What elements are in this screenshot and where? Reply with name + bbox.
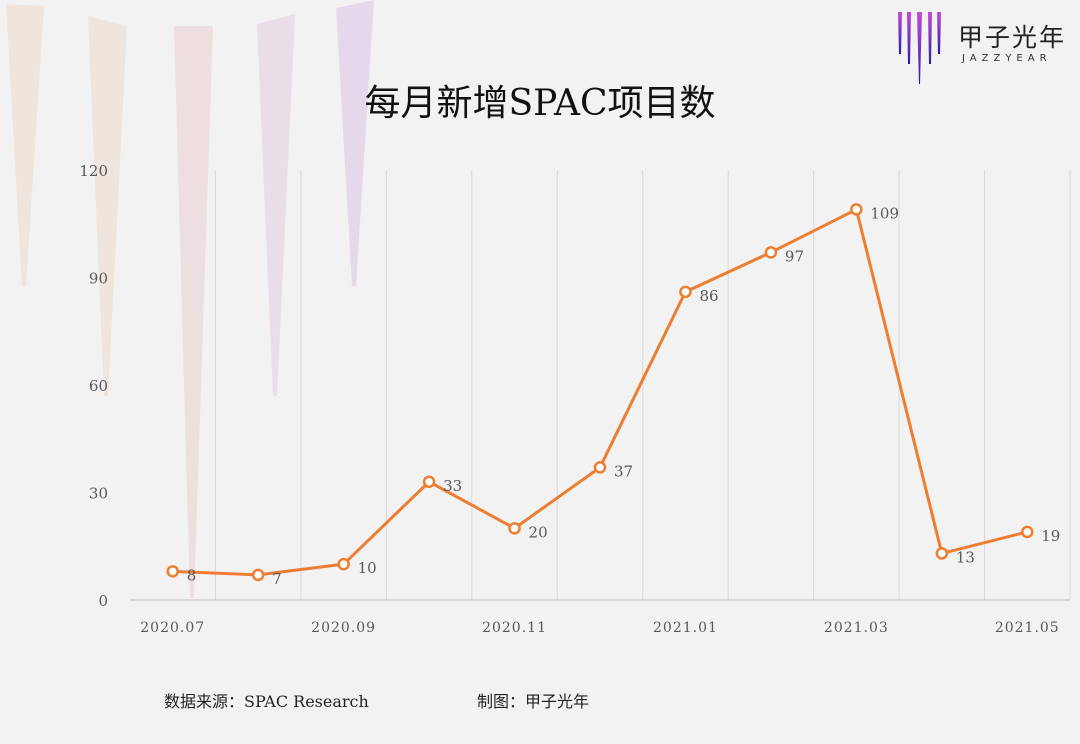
- x-tick-label: 2021.03: [824, 620, 889, 636]
- data-point: [166, 565, 179, 578]
- decor-shard: [88, 16, 127, 396]
- decor-shard: [257, 14, 295, 396]
- data-label: 7: [272, 570, 282, 588]
- data-label: 19: [1041, 527, 1060, 545]
- data-label: 97: [785, 247, 804, 265]
- y-tick-label: 30: [89, 485, 108, 503]
- logo-subtitle: JAZZYEAR: [962, 53, 1052, 64]
- data-label: 13: [956, 548, 975, 566]
- decor-shard: [174, 26, 213, 598]
- x-tick-label: 2020.09: [311, 620, 376, 636]
- y-tick-label: 90: [89, 270, 108, 288]
- x-tick-label: 2021.01: [653, 620, 718, 636]
- y-tick-label: 0: [98, 592, 108, 610]
- data-point: [764, 246, 778, 259]
- data-point: [508, 522, 521, 535]
- data-point: [251, 568, 265, 582]
- data-point: [337, 557, 350, 571]
- x-tick-label: 2020.07: [140, 620, 205, 636]
- data-source-note: 数据来源：SPAC Research: [164, 692, 369, 711]
- data-point: [850, 203, 863, 216]
- x-tick-label: 2020.11: [482, 620, 547, 636]
- data-label: 86: [699, 287, 718, 305]
- data-label: 37: [614, 462, 633, 480]
- decor-shard: [6, 4, 44, 286]
- chart-title: 每月新增SPAC项目数: [364, 83, 716, 124]
- decor-shard: [336, 0, 374, 286]
- data-label: 10: [358, 559, 377, 577]
- data-label: 33: [443, 477, 462, 495]
- data-point: [1021, 525, 1034, 539]
- data-point: [593, 461, 607, 474]
- logo-name: 甲子光年: [958, 23, 1067, 52]
- data-label: 20: [529, 523, 548, 541]
- data-label: 8: [187, 566, 197, 584]
- credit-note: 制图：甲子光年: [477, 692, 590, 711]
- y-tick-label: 120: [79, 162, 108, 180]
- x-tick-label: 2021.05: [995, 620, 1060, 636]
- y-tick-label: 60: [89, 377, 108, 395]
- data-point: [422, 475, 436, 488]
- data-point: [935, 547, 949, 560]
- data-point: [679, 285, 692, 299]
- data-label: 109: [870, 204, 899, 222]
- logo-icon: [898, 12, 941, 84]
